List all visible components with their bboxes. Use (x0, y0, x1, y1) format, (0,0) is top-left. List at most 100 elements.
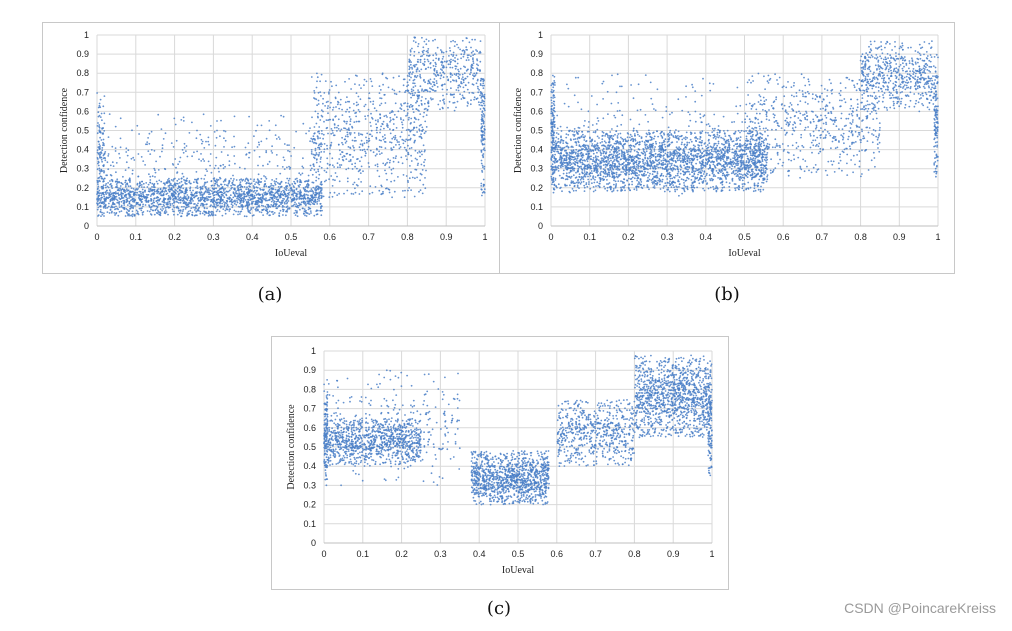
scatter-point (714, 175, 717, 178)
scatter-point (483, 134, 485, 137)
scatter-point (421, 88, 423, 91)
scatter-point (181, 210, 184, 213)
scatter-point (370, 125, 372, 127)
scatter-point (664, 182, 667, 185)
scatter-point (107, 155, 110, 157)
scatter-point (663, 143, 666, 146)
scatter-point (131, 215, 134, 218)
scatter-point (305, 203, 307, 206)
scatter-point (341, 114, 344, 116)
scatter-point (151, 186, 153, 188)
scatter-point (223, 146, 225, 148)
scatter-point (159, 208, 162, 211)
scatter-point (409, 92, 412, 95)
scatter-point (266, 203, 268, 206)
scatter-point (718, 135, 721, 137)
scatter-point (737, 175, 739, 178)
scatter-point (103, 177, 106, 180)
scatter-point (125, 151, 128, 153)
scatter-point (306, 180, 309, 183)
scatter-point (208, 143, 210, 146)
scatter-point (480, 104, 483, 107)
scatter-point (440, 64, 443, 66)
scatter-point (176, 187, 179, 190)
scatter-point (614, 150, 616, 153)
scatter-point (288, 189, 290, 192)
scatter-point (736, 173, 739, 176)
scatter-point (342, 159, 345, 162)
scatter-point (285, 214, 287, 217)
scatter-point (365, 80, 368, 83)
scatter-point (462, 79, 465, 82)
scatter-point (672, 136, 675, 138)
scatter-point (245, 188, 248, 191)
scatter-point (387, 126, 389, 128)
scatter-point (406, 85, 408, 88)
scatter-point (146, 141, 149, 143)
scatter-point (134, 193, 137, 196)
scatter-point (724, 135, 727, 137)
scatter-point (421, 36, 423, 39)
scatter-point (355, 120, 358, 123)
scatter-point (628, 183, 631, 186)
scatter-point (100, 139, 103, 141)
scatter-point (216, 198, 218, 201)
scatter-point (618, 174, 621, 177)
scatter-point (644, 170, 646, 173)
scatter-point (368, 166, 371, 168)
scatter-point (350, 88, 352, 90)
scatter-point (400, 104, 403, 107)
scatter-point (602, 168, 605, 171)
scatter-point (349, 153, 352, 156)
scatter-point (242, 201, 245, 204)
scatter-point (258, 143, 261, 146)
scatter-point (764, 171, 767, 174)
scatter-point (240, 197, 242, 200)
scatter-point (480, 159, 483, 162)
scatter-point (285, 195, 288, 198)
scatter-point (200, 199, 202, 202)
scatter-point (410, 122, 412, 124)
scatter-point (335, 106, 337, 108)
scatter-point (397, 110, 400, 113)
scatter-point (128, 210, 131, 212)
scatter-point (475, 49, 477, 51)
scatter-point (298, 172, 301, 175)
scatter-point (333, 124, 336, 126)
scatter-point (107, 136, 110, 138)
scatter-point (726, 142, 728, 144)
scatter-point (327, 132, 329, 135)
scatter-point (103, 202, 106, 204)
scatter-point (374, 164, 377, 167)
scatter-point (736, 153, 738, 156)
scatter-point (762, 142, 765, 144)
scatter-point (320, 189, 322, 192)
scatter-point (275, 180, 278, 183)
scatter-point (203, 183, 206, 186)
scatter-point (640, 186, 643, 189)
scatter-point (480, 162, 483, 165)
scatter-point (423, 49, 425, 52)
scatter-point (338, 149, 341, 152)
scatter-point (459, 67, 462, 70)
scatter-point (735, 175, 738, 178)
scatter-point (367, 145, 370, 148)
scatter-point (435, 57, 437, 60)
scatter-point (737, 137, 740, 140)
scatter-point (366, 148, 369, 151)
scatter-point (481, 131, 484, 133)
scatter-point (367, 114, 369, 117)
scatter-point (664, 152, 667, 155)
scatter-point (199, 196, 202, 199)
scatter-point (352, 156, 354, 158)
scatter-point (103, 112, 106, 115)
scatter-point (425, 89, 427, 92)
scatter-point (633, 165, 636, 168)
scatter-point (712, 163, 715, 166)
scatter-point (100, 175, 103, 178)
scatter-point (119, 137, 122, 140)
scatter-point (219, 201, 222, 204)
scatter-point (602, 147, 605, 150)
scatter-point (231, 204, 234, 207)
scatter-point (264, 183, 267, 186)
